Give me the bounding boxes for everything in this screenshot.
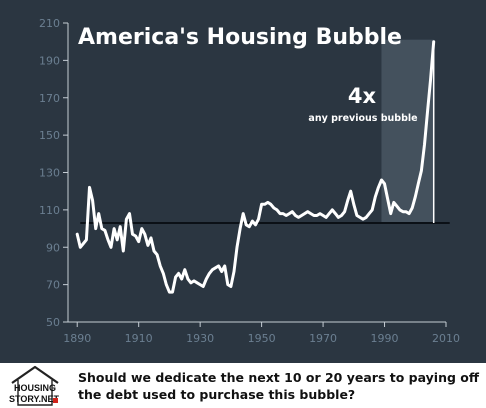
- house-walls-icon: [17, 380, 53, 406]
- footer-question-line2: the debt used to purchase this bubble?: [78, 387, 356, 402]
- chart-plot: 50 70 90 110 130 150 170 190 210 1890 1910 1930 1950…: [39, 17, 460, 345]
- x-tick-label: 1910: [125, 332, 153, 345]
- housing-story-logo: HOUSING STORY.NET: [9, 365, 60, 406]
- y-tick-label: 110: [39, 204, 60, 217]
- chart-title: America's Housing Bubble: [78, 25, 402, 50]
- y-tick-label: 50: [46, 316, 60, 329]
- y-tick-label: 70: [46, 279, 60, 292]
- footer-question: Should we dedicate the next 10 or 20 yea…: [78, 369, 482, 403]
- y-tick-label: 210: [39, 17, 60, 30]
- logo-red-square: [53, 398, 58, 403]
- footer-question-line1: Should we dedicate the next 10 or 20 yea…: [78, 370, 480, 385]
- x-tick-label: 1930: [186, 332, 214, 345]
- axes: 50 70 90 110 130 150 170 190 210 1890 1910 1930 1950…: [39, 17, 460, 345]
- logo-text-line2: STORY.NET: [9, 394, 60, 404]
- y-tick-label: 150: [39, 129, 60, 142]
- y-tick-label: 130: [39, 167, 60, 180]
- logo-text-line1: HOUSING: [14, 383, 56, 393]
- price-index-line: [75, 40, 436, 294]
- y-tick-label: 190: [39, 54, 60, 67]
- house-roof-icon: [11, 365, 59, 384]
- y-tick-label: 170: [39, 92, 60, 105]
- x-tick-label: 1990: [371, 332, 399, 345]
- x-tick-label: 1890: [63, 332, 91, 345]
- footer: HOUSING STORY.NET Should we dedicate the…: [0, 363, 486, 408]
- y-tick-label: 90: [46, 241, 60, 254]
- chart-panel: 50 70 90 110 130 150 170 190 210 1890 1910 1930 1950…: [0, 0, 486, 363]
- annotation-big: 4x: [348, 84, 377, 108]
- x-tick-label: 1970: [309, 332, 337, 345]
- annotation-small: any previous bubble: [308, 113, 417, 124]
- x-tick-label: 1950: [248, 332, 276, 345]
- x-tick-label: 2010: [432, 332, 460, 345]
